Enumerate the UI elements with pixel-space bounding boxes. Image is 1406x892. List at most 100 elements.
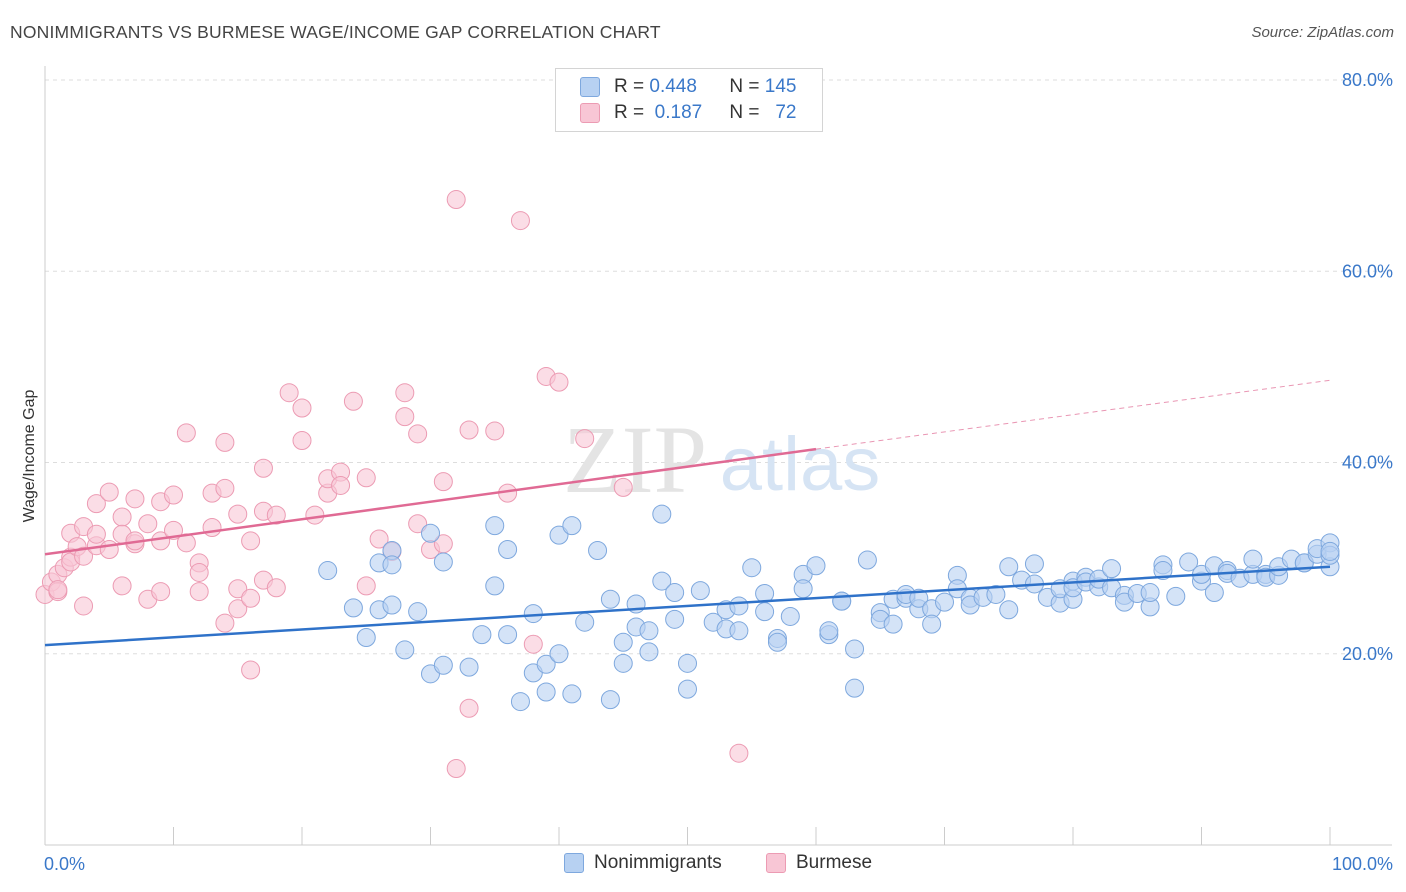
burmese-point: [241, 660, 261, 680]
nonimmigrants-point: [909, 588, 929, 608]
burmese-point: [343, 391, 363, 411]
burmese-point: [151, 582, 171, 602]
burmese-point: [189, 562, 209, 582]
nonimmigrants-point: [883, 614, 903, 634]
burmese-point: [215, 432, 235, 452]
x-tick-label: 100.0%: [1332, 854, 1393, 874]
nonimmigrants-point: [857, 550, 877, 570]
nonimmigrants-point: [1102, 559, 1122, 579]
nonimmigrants-point: [433, 655, 453, 675]
legend-r-label: R =: [614, 76, 645, 97]
nonimmigrants-point: [639, 642, 659, 662]
legend-r-label: R =: [614, 102, 645, 123]
nonimmigrants-point: [498, 540, 518, 560]
nonimmigrants-point: [588, 540, 608, 560]
bottom-legend-swatch-blue: [564, 853, 584, 873]
legend-r-value: 0.448: [649, 76, 697, 97]
burmese-point: [356, 468, 376, 488]
burmese-point: [292, 398, 312, 418]
nonimmigrants-point: [690, 581, 710, 601]
burmese-point: [331, 475, 351, 495]
burmese-point: [164, 485, 183, 505]
burmese-point: [266, 505, 286, 525]
source-label: Source: ZipAtlas.com: [1251, 24, 1394, 41]
legend-n-value: 72: [764, 102, 797, 123]
nonimmigrants-point: [613, 653, 633, 673]
burmese-point: [446, 190, 466, 210]
nonimmigrants-point: [742, 558, 762, 578]
bottom-legend-label: Burmese: [796, 852, 873, 873]
burmese-point: [228, 579, 248, 599]
y-axis-title: Wage/Income Gap: [21, 390, 38, 523]
nonimmigrants-point: [536, 682, 556, 702]
burmese-point: [433, 472, 453, 492]
nonimmigrants-point: [767, 632, 787, 652]
burmese-point: [74, 546, 94, 566]
nonimmigrants-point: [1204, 583, 1224, 603]
x-tick-label: 0.0%: [44, 854, 85, 874]
nonimmigrants-point: [382, 555, 402, 575]
nonimmigrants-point: [1140, 583, 1160, 603]
nonimmigrants-point: [472, 625, 492, 645]
nonimmigrants-point: [549, 525, 569, 545]
burmese-point: [266, 578, 286, 598]
burmese-point: [86, 494, 106, 514]
burmese-point: [523, 634, 543, 654]
nonimmigrants-point: [343, 598, 363, 618]
nonimmigrants-point: [780, 606, 800, 626]
nonimmigrants-points: [318, 504, 1340, 712]
nonimmigrants-point: [600, 690, 620, 710]
legend-swatch-pink: [580, 103, 600, 123]
nonimmigrants-point: [652, 571, 672, 591]
legend-row-nonimmigrants: R = 0.448 N = 145: [580, 75, 796, 99]
nonimmigrants-point: [665, 583, 685, 603]
legend-n-value: 145: [764, 76, 797, 97]
burmese-point: [86, 524, 106, 544]
legend-n-label: N =: [729, 102, 760, 123]
burmese-point: [279, 383, 299, 403]
burmese-point: [369, 529, 389, 549]
nonimmigrants-point: [678, 653, 697, 673]
bottom-legend-burmese: Burmese: [766, 852, 872, 874]
nonimmigrants-point: [575, 612, 595, 632]
nonimmigrants-point: [922, 614, 942, 634]
burmese-point: [99, 540, 119, 560]
burmese-point: [459, 698, 479, 718]
burmese-point: [215, 613, 235, 633]
bottom-legend-nonimmigrants: Nonimmigrants: [564, 852, 722, 874]
nonimmigrants-point: [562, 516, 582, 536]
burmese-point: [510, 211, 530, 231]
axes: [44, 66, 1392, 846]
nonimmigrants-point: [729, 596, 749, 616]
nonimmigrants-point: [1024, 554, 1044, 574]
burmese-point: [215, 478, 235, 498]
burmese-point: [228, 599, 248, 619]
burmese-trend-extension: [815, 379, 1331, 450]
nonimmigrants-point: [935, 592, 954, 612]
burmese-point: [549, 372, 569, 392]
burmese-point: [459, 420, 479, 440]
nonimmigrants-point: [1153, 561, 1173, 581]
watermark: ZIP atlas: [563, 406, 880, 513]
burmese-point: [189, 582, 209, 602]
watermark-atlas: atlas: [720, 422, 881, 507]
nonimmigrants-point: [549, 644, 569, 664]
y-tick-label: 40.0%: [1342, 453, 1393, 473]
nonimmigrants-point: [806, 556, 826, 576]
y-tick-label: 20.0%: [1342, 644, 1393, 664]
nonimmigrants-point: [755, 584, 775, 604]
burmese-point: [48, 580, 68, 600]
x-tick-labels: 0.0% 100.0%: [44, 854, 1393, 874]
nonimmigrants-point: [485, 576, 505, 596]
nonimmigrants-point: [819, 621, 839, 641]
legend-r-value: 0.187: [649, 102, 703, 123]
nonimmigrants-point: [562, 684, 582, 704]
burmese-point: [74, 596, 94, 616]
burmese-point: [613, 477, 633, 497]
nonimmigrants-point: [382, 595, 402, 615]
trend-lines: [44, 379, 1331, 647]
nonimmigrants-point: [986, 584, 1006, 604]
burmese-point: [241, 588, 261, 608]
y-tick-label: 80.0%: [1342, 70, 1393, 90]
